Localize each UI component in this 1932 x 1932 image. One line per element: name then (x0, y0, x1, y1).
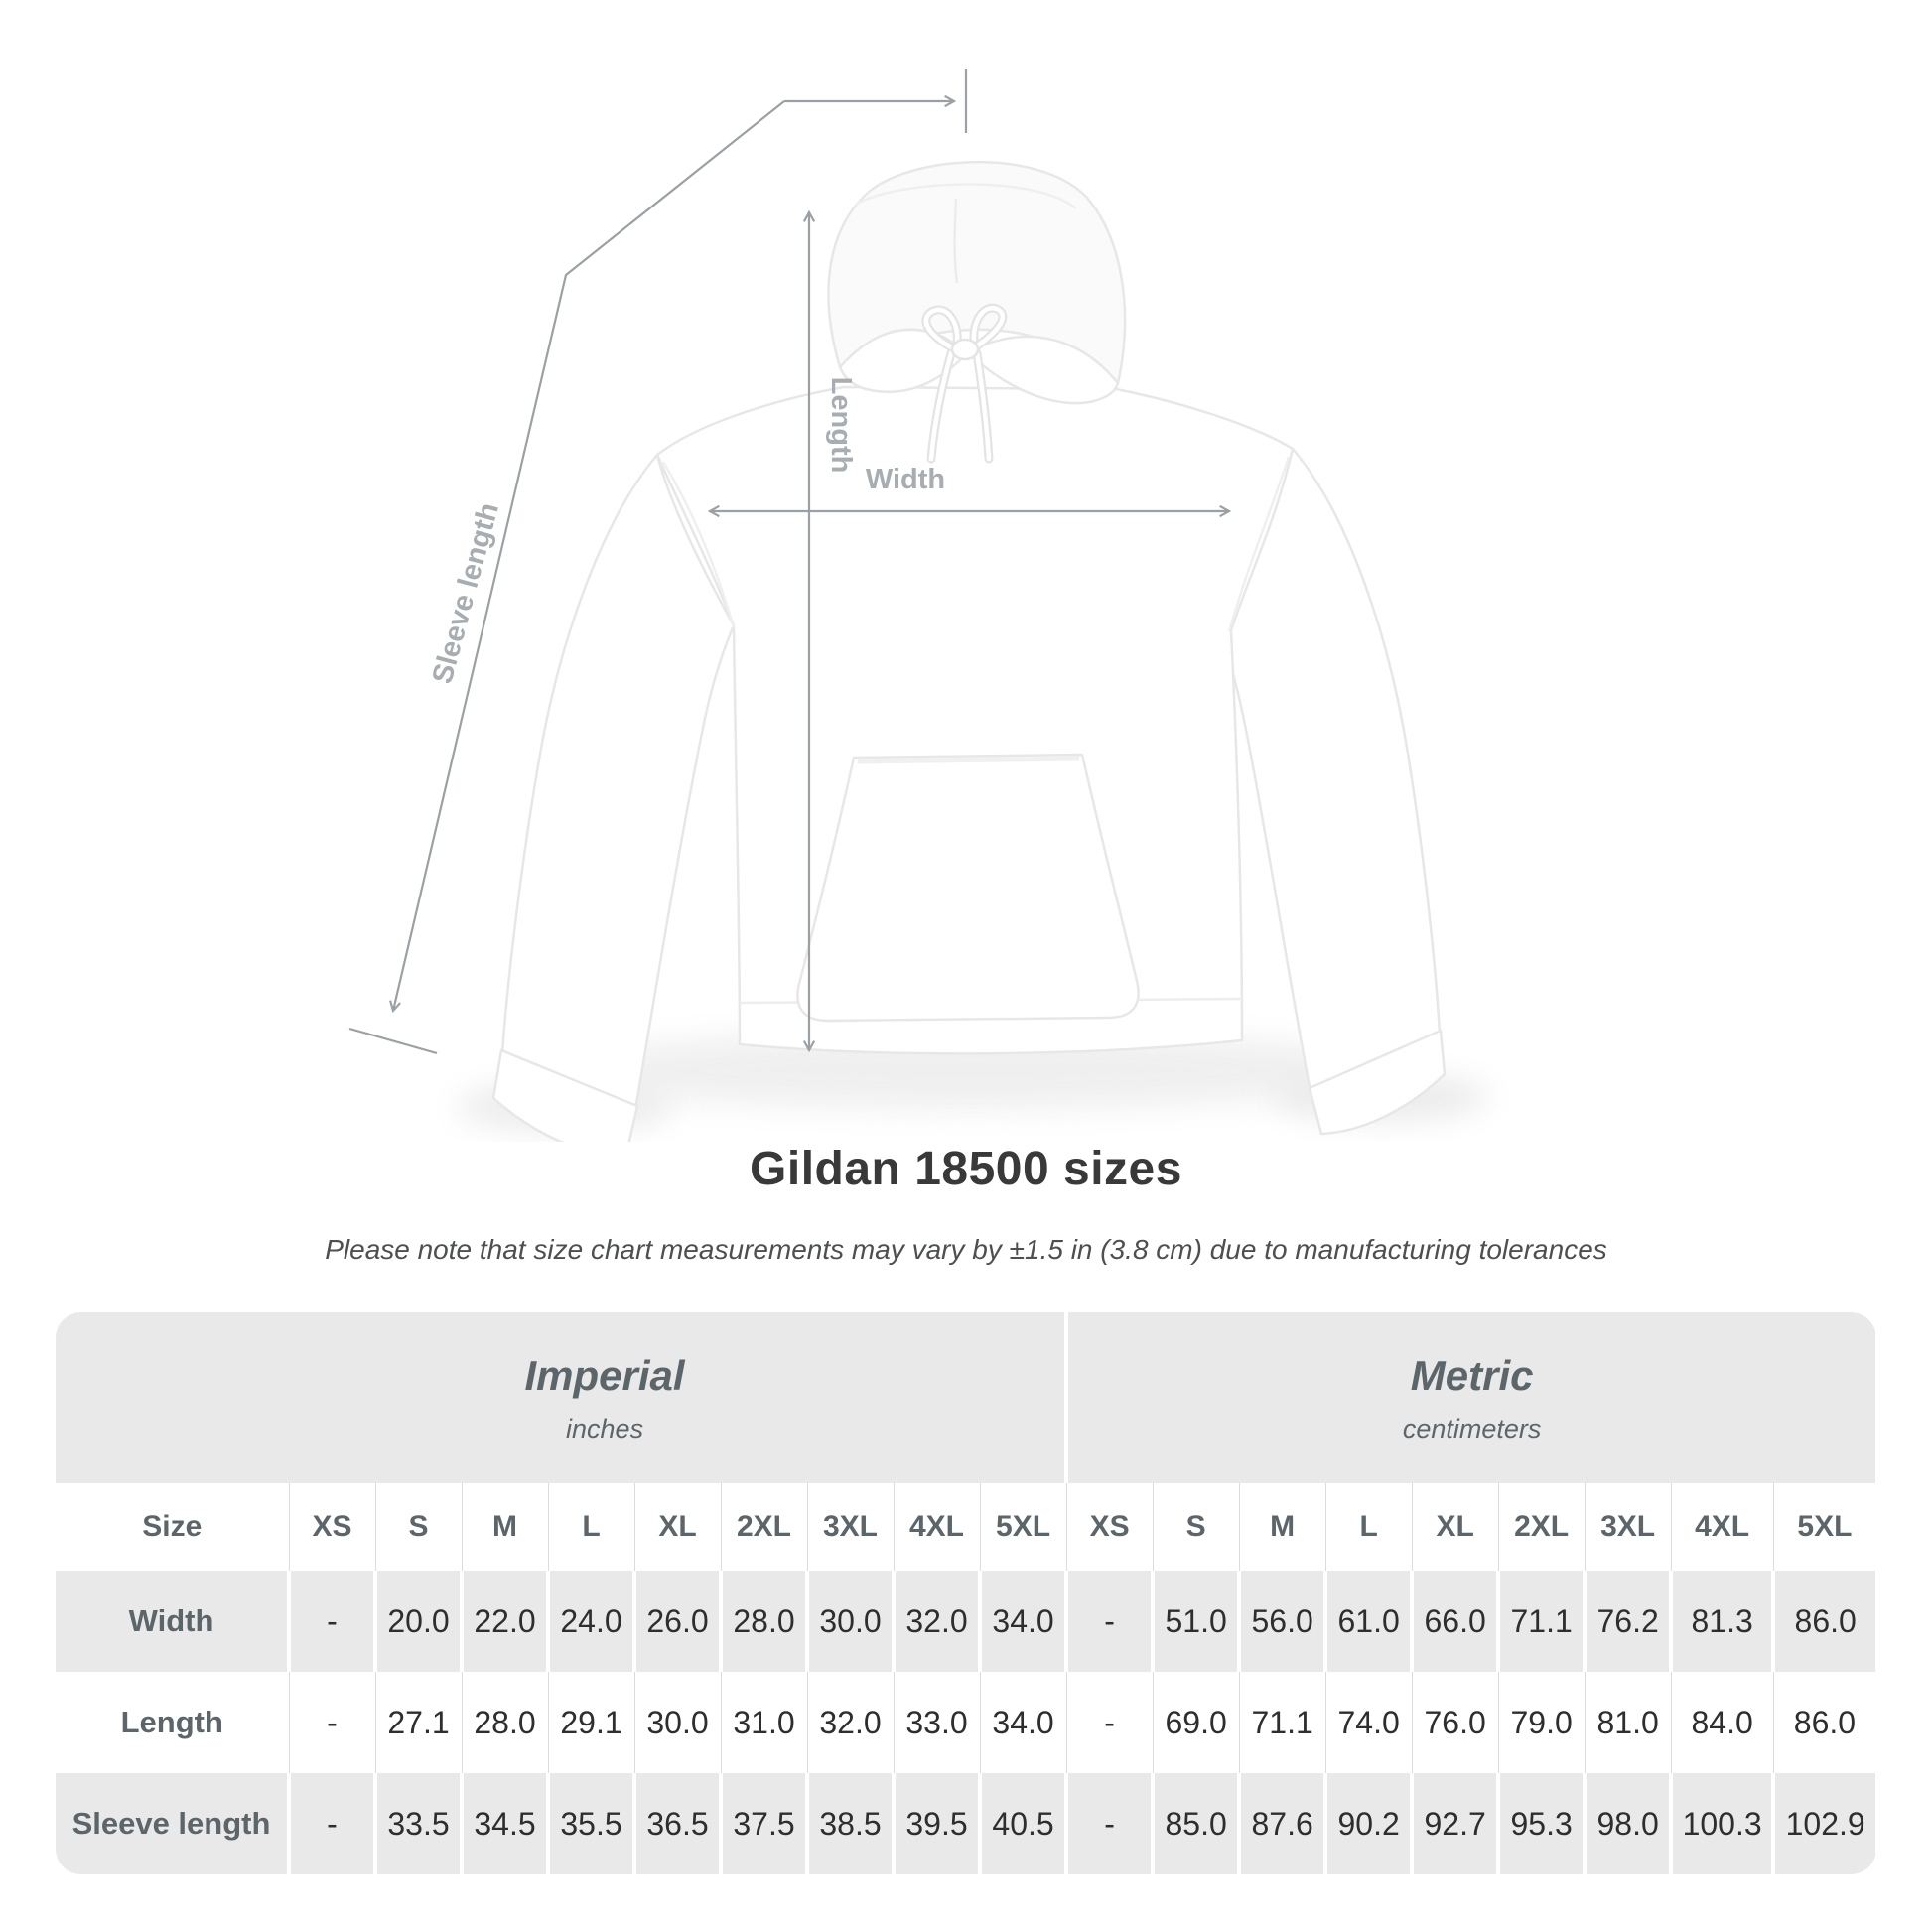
unit-header-row: Imperial inches Metric centimeters (56, 1312, 1876, 1483)
value-cell: 28.0 (719, 1571, 807, 1672)
value-cell: 51.0 (1151, 1571, 1240, 1672)
value-cell: 81.0 (1584, 1672, 1672, 1773)
row-label: Width (56, 1571, 289, 1672)
value-cell: 28.0 (461, 1672, 548, 1773)
value-cell: 35.5 (546, 1773, 634, 1874)
imperial-units: inches (566, 1413, 644, 1444)
hoodie-illustration (491, 160, 1447, 1142)
size-header: Size (56, 1483, 289, 1571)
size-col: S (1152, 1483, 1240, 1571)
value-cell: - (1065, 1672, 1154, 1773)
value-cell: 66.0 (1410, 1571, 1499, 1672)
value-cell: 33.0 (893, 1672, 980, 1773)
size-col: 5XL (1772, 1483, 1876, 1571)
value-cell: 74.0 (1324, 1672, 1413, 1773)
value-cell: 71.1 (1496, 1571, 1586, 1672)
size-col: XL (1411, 1483, 1499, 1571)
size-col: L (1324, 1483, 1413, 1571)
size-col: 2XL (1497, 1483, 1586, 1571)
value-cell: 29.1 (547, 1672, 634, 1773)
size-header-row: Size XS S M L XL 2XL 3XL 4XL 5XL XS S M … (56, 1483, 1876, 1571)
sleeve-length-label: Sleeve length (427, 499, 505, 687)
value-cell: - (288, 1672, 375, 1773)
size-col: S (374, 1483, 462, 1571)
size-table-container: Imperial inches Metric centimeters Size … (56, 1312, 1876, 1874)
value-cell: 85.0 (1151, 1773, 1240, 1874)
value-cell: 76.2 (1583, 1571, 1672, 1672)
size-col: M (461, 1483, 548, 1571)
sleeve-length-row: Sleeve length - 33.5 34.5 35.5 36.5 37.5… (56, 1773, 1876, 1874)
size-table: Imperial inches Metric centimeters Size … (56, 1312, 1876, 1874)
value-cell: 81.3 (1669, 1571, 1774, 1672)
size-col: M (1238, 1483, 1326, 1571)
size-col: 4XL (893, 1483, 980, 1571)
value-cell: 71.1 (1238, 1672, 1326, 1773)
size-col: 5XL (979, 1483, 1067, 1571)
row-label: Length (56, 1672, 289, 1773)
length-label: Length (825, 377, 857, 474)
value-cell: 30.0 (633, 1672, 721, 1773)
value-cell: 76.0 (1411, 1672, 1499, 1773)
value-cell: 30.0 (805, 1571, 894, 1672)
measurement-lines (348, 69, 1232, 1055)
metric-label: Metric (1410, 1351, 1534, 1399)
value-cell: - (1064, 1773, 1154, 1874)
value-cell: 40.5 (977, 1773, 1067, 1874)
imperial-label: Imperial (524, 1351, 685, 1399)
length-row: Length - 27.1 28.0 29.1 30.0 31.0 32.0 3… (56, 1672, 1876, 1773)
value-cell: 31.0 (720, 1672, 807, 1773)
value-cell: 27.1 (374, 1672, 462, 1773)
size-col: XS (288, 1483, 375, 1571)
size-col: 2XL (720, 1483, 807, 1571)
imperial-header: Imperial inches (56, 1312, 1067, 1483)
value-cell: 33.5 (373, 1773, 462, 1874)
value-cell: 37.5 (719, 1773, 807, 1874)
value-cell: 22.0 (460, 1571, 548, 1672)
sleeve-length-line (348, 69, 968, 1055)
value-cell: 32.0 (806, 1672, 894, 1773)
value-cell: 20.0 (373, 1571, 462, 1672)
value-cell: 38.5 (805, 1773, 894, 1874)
value-cell: 56.0 (1237, 1571, 1326, 1672)
size-col: L (547, 1483, 634, 1571)
value-cell: 34.0 (979, 1672, 1067, 1773)
value-cell: 24.0 (546, 1571, 634, 1672)
size-col: 3XL (1584, 1483, 1672, 1571)
value-cell: 39.5 (892, 1773, 980, 1874)
value-cell: 98.0 (1583, 1773, 1672, 1874)
value-cell: 102.9 (1771, 1773, 1876, 1874)
page-title: Gildan 18500 sizes (750, 1143, 1182, 1195)
value-cell: 87.6 (1237, 1773, 1326, 1874)
value-cell: 92.7 (1410, 1773, 1499, 1874)
value-cell: 90.2 (1323, 1773, 1413, 1874)
value-cell: 32.0 (892, 1571, 980, 1672)
value-cell: 86.0 (1771, 1571, 1876, 1672)
value-cell: - (287, 1571, 375, 1672)
hoodie-diagram: Length Width Sleeve length (348, 69, 1489, 1142)
row-label: Sleeve length (56, 1773, 289, 1874)
value-cell: 95.3 (1496, 1773, 1586, 1874)
value-cell: 100.3 (1669, 1773, 1774, 1874)
page-subtitle: Please note that size chart measurements… (325, 1234, 1607, 1265)
metric-units: centimeters (1402, 1413, 1542, 1444)
value-cell: 34.5 (460, 1773, 548, 1874)
value-cell: 26.0 (632, 1571, 721, 1672)
size-col: XL (633, 1483, 721, 1571)
value-cell: 69.0 (1152, 1672, 1240, 1773)
value-cell: - (1064, 1571, 1154, 1672)
value-cell: 36.5 (632, 1773, 721, 1874)
value-cell: - (287, 1773, 375, 1874)
value-cell: 79.0 (1497, 1672, 1586, 1773)
width-label: Width (866, 464, 945, 495)
metric-header: Metric centimeters (1064, 1312, 1876, 1483)
size-col: XS (1065, 1483, 1154, 1571)
value-cell: 84.0 (1670, 1672, 1774, 1773)
width-row: Width - 20.0 22.0 24.0 26.0 28.0 30.0 32… (56, 1571, 1876, 1672)
value-cell: 61.0 (1323, 1571, 1413, 1672)
size-col: 4XL (1670, 1483, 1774, 1571)
value-cell: 86.0 (1772, 1672, 1876, 1773)
value-cell: 34.0 (977, 1571, 1067, 1672)
size-col: 3XL (806, 1483, 894, 1571)
